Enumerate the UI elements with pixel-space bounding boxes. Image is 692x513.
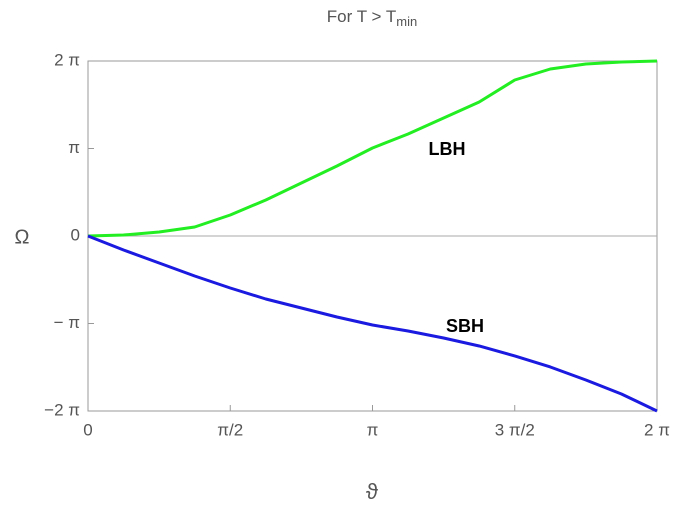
y-tick-label: −2 π bbox=[44, 400, 80, 419]
y-tick-label: 0 bbox=[71, 225, 80, 244]
x-tick-label: π/2 bbox=[217, 420, 243, 439]
y-tick-label: 2 π bbox=[54, 50, 80, 69]
title-subscript: min bbox=[396, 14, 417, 29]
x-tick-label: 3 π/2 bbox=[495, 420, 535, 439]
x-tick-label: 0 bbox=[83, 420, 92, 439]
chart-title: For T > Tmin bbox=[327, 7, 417, 29]
title-main: For T > T bbox=[327, 7, 396, 26]
series-label: SBH bbox=[446, 316, 484, 336]
y-tick-label: π bbox=[68, 138, 80, 157]
x-tick-label: 2 π bbox=[644, 420, 670, 439]
series-line bbox=[87, 234, 658, 413]
x-axis-label: ϑ bbox=[366, 479, 378, 504]
series-label: LBH bbox=[429, 139, 466, 159]
series-line bbox=[87, 59, 658, 238]
y-axis-label: Ω bbox=[15, 226, 30, 248]
y-tick-label: − π bbox=[54, 313, 80, 332]
x-tick-label: π bbox=[367, 420, 379, 439]
